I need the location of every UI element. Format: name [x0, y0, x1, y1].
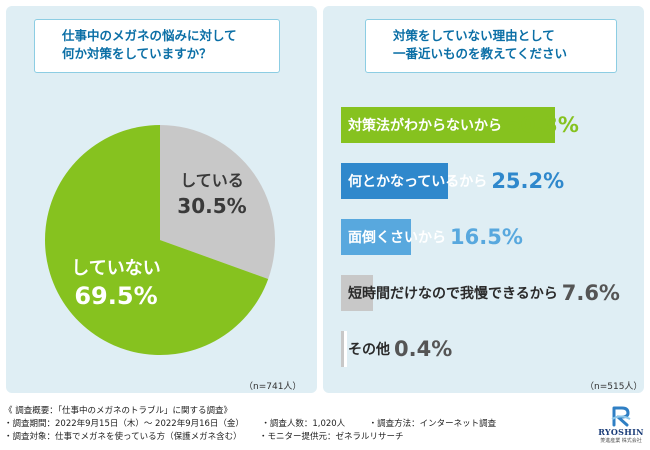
pie-label: していない: [71, 258, 160, 279]
bar-value-label: 16.5%: [450, 225, 523, 249]
survey-method: ・調査方法：インターネット調査: [368, 419, 497, 429]
pie-slice-shiteinai: [45, 125, 269, 355]
company-logo: RYOSHIN 菱進産業 株式会社: [596, 405, 646, 444]
bar: [341, 163, 449, 199]
bar-value-label: 50.3%: [506, 113, 579, 137]
bar: [341, 107, 555, 143]
survey-count: ・調査人数：1,020人: [261, 419, 346, 429]
right-question: 対策をしていない理由として 一番近いものを教えてください: [365, 19, 617, 73]
bar-row: 何とかなっているから 25.2%: [341, 163, 564, 199]
pie-chart: している 30.5% していない 69.5%: [45, 125, 275, 355]
left-sample-size: （n=741人）: [244, 382, 302, 392]
bar: [341, 275, 374, 311]
survey-row-1: ・調査期間：2022年9月15日（木）～ 2022年9月16日（金） ・調査人数…: [4, 418, 496, 431]
bar-row: 面倒くさいから 16.5%: [341, 219, 523, 255]
survey-provider: ・モニター提供元：ゼネラルリサーチ: [258, 432, 404, 442]
survey-row-2: ・調査対象：仕事でメガネを使っている方（保護メガネ含む） ・モニター提供元：ゼネ…: [4, 431, 496, 444]
ryoshin-logo-icon: [611, 406, 631, 427]
bar-category-label: 対策法がわからないから: [348, 118, 502, 134]
bar-row: その他 0.4%: [341, 331, 452, 367]
bar-category-label: その他: [348, 342, 390, 358]
bar-value-label: 25.2%: [491, 169, 565, 193]
pie-label: している: [180, 171, 244, 190]
bar-value-label: 7.6%: [561, 281, 620, 305]
bar: [341, 219, 412, 255]
bar-row: 対策法がわからないから 50.3%: [341, 107, 579, 143]
bar: [341, 331, 347, 367]
left-question: 仕事中のメガネの悩みに対して 何か対策をしていますか？: [34, 19, 280, 73]
right-sample-size: （n=515人）: [585, 382, 643, 392]
pie-slice-shiteiru: [160, 125, 275, 279]
survey-target: ・調査対象：仕事でメガネを使っている方（保護メガネ含む）: [4, 432, 242, 442]
bar-category-label: 面倒くさいから: [348, 230, 446, 246]
pie-value-label: 30.5%: [177, 194, 246, 218]
survey-period: ・調査期間：2022年9月15日（木）～ 2022年9月16日（金）: [4, 419, 244, 429]
bar-category-label: 短時間だけなので我慢できるから: [348, 286, 558, 302]
survey-footer: 《 調査概要：「仕事中のメガネのトラブル」に関する調査》 ・調査期間：2022年…: [4, 405, 496, 444]
survey-title: 《 調査概要：「仕事中のメガネのトラブル」に関する調査》: [4, 406, 232, 416]
bar-category-label: 何とかなっているから: [348, 174, 488, 190]
logo-brand: RYOSHIN: [598, 427, 644, 437]
bar-row: 短時間だけなので我慢できるから 7.6%: [341, 275, 620, 311]
bar-value-label: 0.4%: [394, 337, 453, 361]
logo-sub: 菱進産業 株式会社: [600, 438, 642, 444]
pie-value-label: 69.5%: [74, 282, 157, 310]
